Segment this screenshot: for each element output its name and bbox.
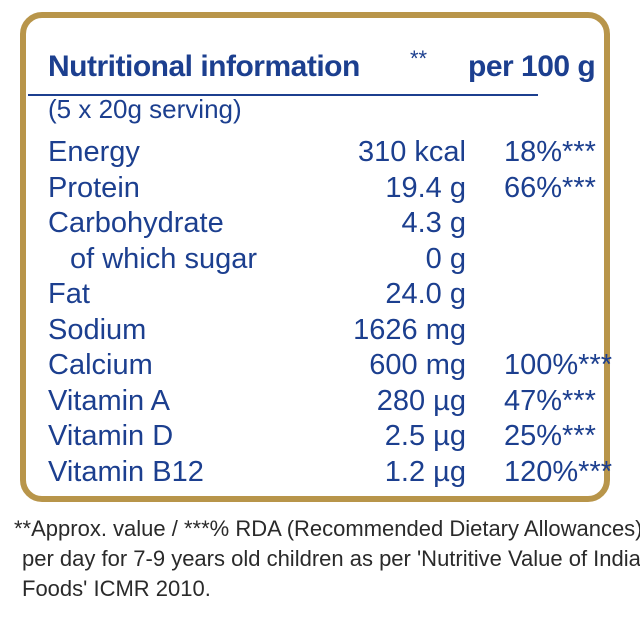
nutrient-rda: 100%*** <box>504 349 613 381</box>
nutrient-row-sodium: Sodium 1626 mg <box>0 312 640 348</box>
panel-title: Nutritional information <box>48 50 360 83</box>
nutrient-name: of which sugar <box>70 242 257 275</box>
nutrient-row-vitamin-b12: Vitamin B12 1.2 µg 120%*** <box>0 454 640 490</box>
nutrient-name: Carbohydrate <box>48 207 224 239</box>
nutrient-row-sugar: of which sugar 0 g <box>0 241 640 277</box>
footnote: **Approx. value / ***% RDA (Recommended … <box>14 514 640 604</box>
footnote-line-2: per day for 7-9 years old children as pe… <box>22 546 640 571</box>
nutrient-amount: 310 kcal <box>357 136 466 168</box>
nutrient-name: Energy <box>48 136 140 168</box>
serving-size: (5 x 20g serving) <box>48 94 242 124</box>
nutrient-name: Protein <box>48 171 140 204</box>
nutrient-name: Fat <box>48 278 90 310</box>
nutrition-panel <box>20 12 610 502</box>
nutrient-amount: 0 g <box>425 242 466 275</box>
nutrient-name: Vitamin D <box>48 420 174 452</box>
title-footnote-marker: ** <box>410 46 428 71</box>
nutrient-name: Sodium <box>48 313 147 346</box>
footnote-line-1: **Approx. value / ***% RDA (Recommended … <box>14 516 640 541</box>
nutrient-rda: 25%*** <box>504 420 596 452</box>
panel-title-row: Nutritional information ** per 100 g <box>28 38 596 96</box>
footnote-line-3: Foods' ICMR 2010. <box>22 576 211 601</box>
nutrient-rda: 120%*** <box>504 455 613 488</box>
nutrient-amount: 19.4 g <box>385 171 466 204</box>
nutrient-rda: 66%*** <box>504 171 596 204</box>
nutrient-amount: 600 mg <box>369 349 466 381</box>
nutrient-amount: 2.5 µg <box>384 420 466 452</box>
title-per-unit: per 100 g <box>468 50 596 83</box>
nutrient-table: Energy 310 kcal 18%*** Protein 19.4 g 66… <box>0 134 640 489</box>
nutrient-amount: 24.0 g <box>385 278 466 310</box>
nutrient-name: Calcium <box>48 349 153 381</box>
nutrient-rda: 47%*** <box>504 384 596 417</box>
nutrient-amount: 1.2 µg <box>384 455 466 488</box>
nutrient-name: Vitamin B12 <box>48 455 204 488</box>
nutrient-amount: 4.3 g <box>401 207 467 239</box>
nutrient-row-carbohydrate: Carbohydrate 4.3 g <box>0 205 640 241</box>
nutrient-row-vitamin-a: Vitamin A 280 µg 47%*** <box>0 383 640 419</box>
nutrient-row-energy: Energy 310 kcal 18%*** <box>0 134 640 170</box>
nutrient-row-calcium: Calcium 600 mg 100%*** <box>0 347 640 383</box>
nutrient-amount: 280 µg <box>376 384 466 417</box>
nutrient-row-protein: Protein 19.4 g 66%*** <box>0 170 640 206</box>
nutrient-row-vitamin-d: Vitamin D 2.5 µg 25%*** <box>0 418 640 454</box>
nutrient-row-fat: Fat 24.0 g <box>0 276 640 312</box>
nutrient-rda: 18%*** <box>504 136 596 168</box>
nutrient-amount: 1626 mg <box>353 313 466 346</box>
nutrient-name: Vitamin A <box>48 384 170 417</box>
